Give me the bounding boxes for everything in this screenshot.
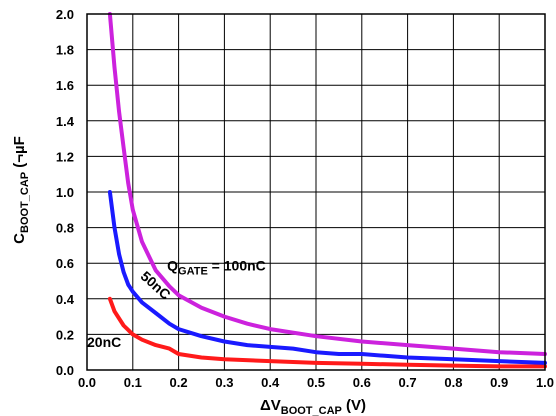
y-axis-label: CBOOT_CAP (¬µF xyxy=(11,136,31,244)
y-tick-label: 1.0 xyxy=(56,185,74,200)
x-tick-label: 0.4 xyxy=(261,375,280,390)
x-tick-label: 0.7 xyxy=(399,375,417,390)
y-tick-label: 1.8 xyxy=(56,43,74,58)
x-tick-label: 0.9 xyxy=(490,375,508,390)
y-tick-label: 0.2 xyxy=(56,327,74,342)
y-tick-label: 1.4 xyxy=(56,114,75,129)
x-tick-labels: 0.0 0.1 0.2 0.3 0.4 0.5 0.6 0.7 0.8 0.9 1.0 xyxy=(78,375,554,390)
curve-label: 20nC xyxy=(87,334,121,350)
y-tick-label: 0.6 xyxy=(56,256,74,271)
y-tick-labels: 0.0 0.2 0.4 0.6 0.8 1.0 1.2 1.4 1.6 1.8 2.0 xyxy=(56,7,75,378)
curve-label: QGATE = 100nC xyxy=(167,257,266,277)
y-tick-label: 1.6 xyxy=(56,78,74,93)
y-tick-label: 2.0 xyxy=(56,7,74,22)
grid xyxy=(87,14,545,370)
y-tick-label: 1.2 xyxy=(56,149,74,164)
series-line xyxy=(110,14,545,354)
series-curves xyxy=(110,14,545,366)
y-tick-label: 0.0 xyxy=(56,363,74,378)
x-tick-label: 0.3 xyxy=(215,375,233,390)
y-tick-label: 0.8 xyxy=(56,221,74,236)
x-axis-label: ΔVBOOT_CAP (V) xyxy=(260,397,366,416)
y-tick-label: 0.4 xyxy=(56,292,75,307)
x-tick-label: 1.0 xyxy=(536,375,554,390)
x-tick-label: 0.1 xyxy=(124,375,142,390)
x-tick-label: 0.8 xyxy=(444,375,462,390)
x-tick-label: 0.5 xyxy=(307,375,325,390)
x-tick-label: 0.2 xyxy=(170,375,188,390)
x-tick-label: 0.6 xyxy=(353,375,371,390)
x-tick-label: 0.0 xyxy=(78,375,96,390)
series-line xyxy=(110,299,545,367)
